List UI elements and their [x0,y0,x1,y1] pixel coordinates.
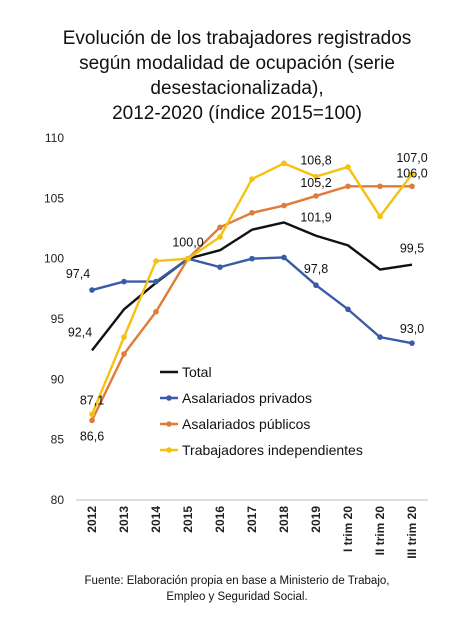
y-tick-label: 90 [51,372,65,386]
series-3-point [153,258,159,264]
y-tick-label: 85 [51,433,65,447]
series-2-point [377,183,383,190]
series-3-point [377,213,383,220]
series-2-point [217,224,223,231]
series-3-point [217,234,223,240]
series-1-point [89,287,95,293]
y-tick-label: 100 [44,252,64,266]
series-2-point [121,351,127,357]
data-label: 87,1 [80,393,104,407]
data-label: 107,0 [396,151,427,165]
series-3-point [409,171,415,177]
chart-title-line-3: desestacionalizada), [150,78,324,99]
data-label: 86,6 [80,429,104,443]
source-line-2: Empleo y Seguridad Social. [166,591,308,603]
series-2-point [249,210,255,216]
x-tick-label: 2012 [85,506,99,533]
series-line-0 [91,221,413,352]
series-3-point [185,255,191,262]
series-1-point [409,340,415,346]
y-tick-label: 80 [51,493,65,507]
series-3-point [345,164,351,170]
source-note: Fuente: Elaboración propia en base a Min… [0,573,474,605]
chart-title: Evolución de los trabajadores registrado… [0,26,474,126]
legend-marker-1 [166,395,172,401]
y-tick-label: 105 [44,191,64,205]
series-3-point [89,411,95,418]
series-2-point [153,308,159,315]
data-label: 99,5 [400,242,424,256]
data-label: 106,0 [396,166,427,180]
chart-title-line-4: 2012-2020 (índice 2015=100) [112,103,362,124]
series-2-point [409,183,415,190]
legend-label-3: Trabajadores independientes [182,442,363,458]
series-2-point [281,202,287,209]
x-tick-label: 2016 [213,506,227,533]
series-line-3 [90,162,413,415]
x-tick-label: 2013 [117,506,131,533]
series-1-point [281,254,287,261]
series-1-point [121,278,127,285]
series-2-point [313,193,319,199]
legend-marker-2 [166,421,172,427]
x-tick-label: III trim 20 [405,506,419,559]
x-tick-label: 2019 [309,506,323,533]
chart-title-line-2: según modalidad de ocupación (serie [79,53,395,74]
series-line-2 [90,185,412,421]
data-label: 105,2 [300,176,331,190]
series-3-point [313,173,319,180]
series-1-point [153,278,159,285]
series-3-point [121,334,127,340]
series-3-point [249,176,255,182]
data-label: 101,9 [300,211,331,225]
source-line-1: Fuente: Elaboración propia en base a Min… [84,575,390,587]
y-tick-label: 110 [45,131,64,145]
x-tick-label: 2015 [181,506,195,533]
data-label: 92,4 [68,325,92,339]
series-1-point [345,306,351,313]
data-label: 93,0 [400,322,424,336]
data-label: 100,0 [172,236,203,250]
y-tick-label: 95 [51,312,65,326]
series-2-point [89,417,95,424]
series-3-point [281,160,287,167]
legend-label-1: Asalariados privados [182,390,312,406]
x-tick-label: 2017 [245,506,259,533]
data-label: 106,8 [300,154,331,168]
x-tick-label: 2018 [277,506,291,533]
series-2-point [345,183,351,190]
legend-label-2: Asalariados públicos [182,416,310,432]
data-label: 97,4 [66,267,90,281]
series-1-point [377,334,383,340]
x-tick-label: II trim 20 [373,506,387,556]
legend-marker-3 [166,447,172,453]
x-tick-label: I trim 20 [341,506,355,552]
legend-label-0: Total [182,364,212,380]
series-1-point [313,282,319,289]
x-tick-label: 2014 [149,506,163,533]
chart-title-line-1: Evolución de los trabajadores registrado… [62,28,412,49]
series-1-point [217,264,223,270]
series-1-point [249,255,255,262]
data-label: 97,8 [304,262,328,276]
